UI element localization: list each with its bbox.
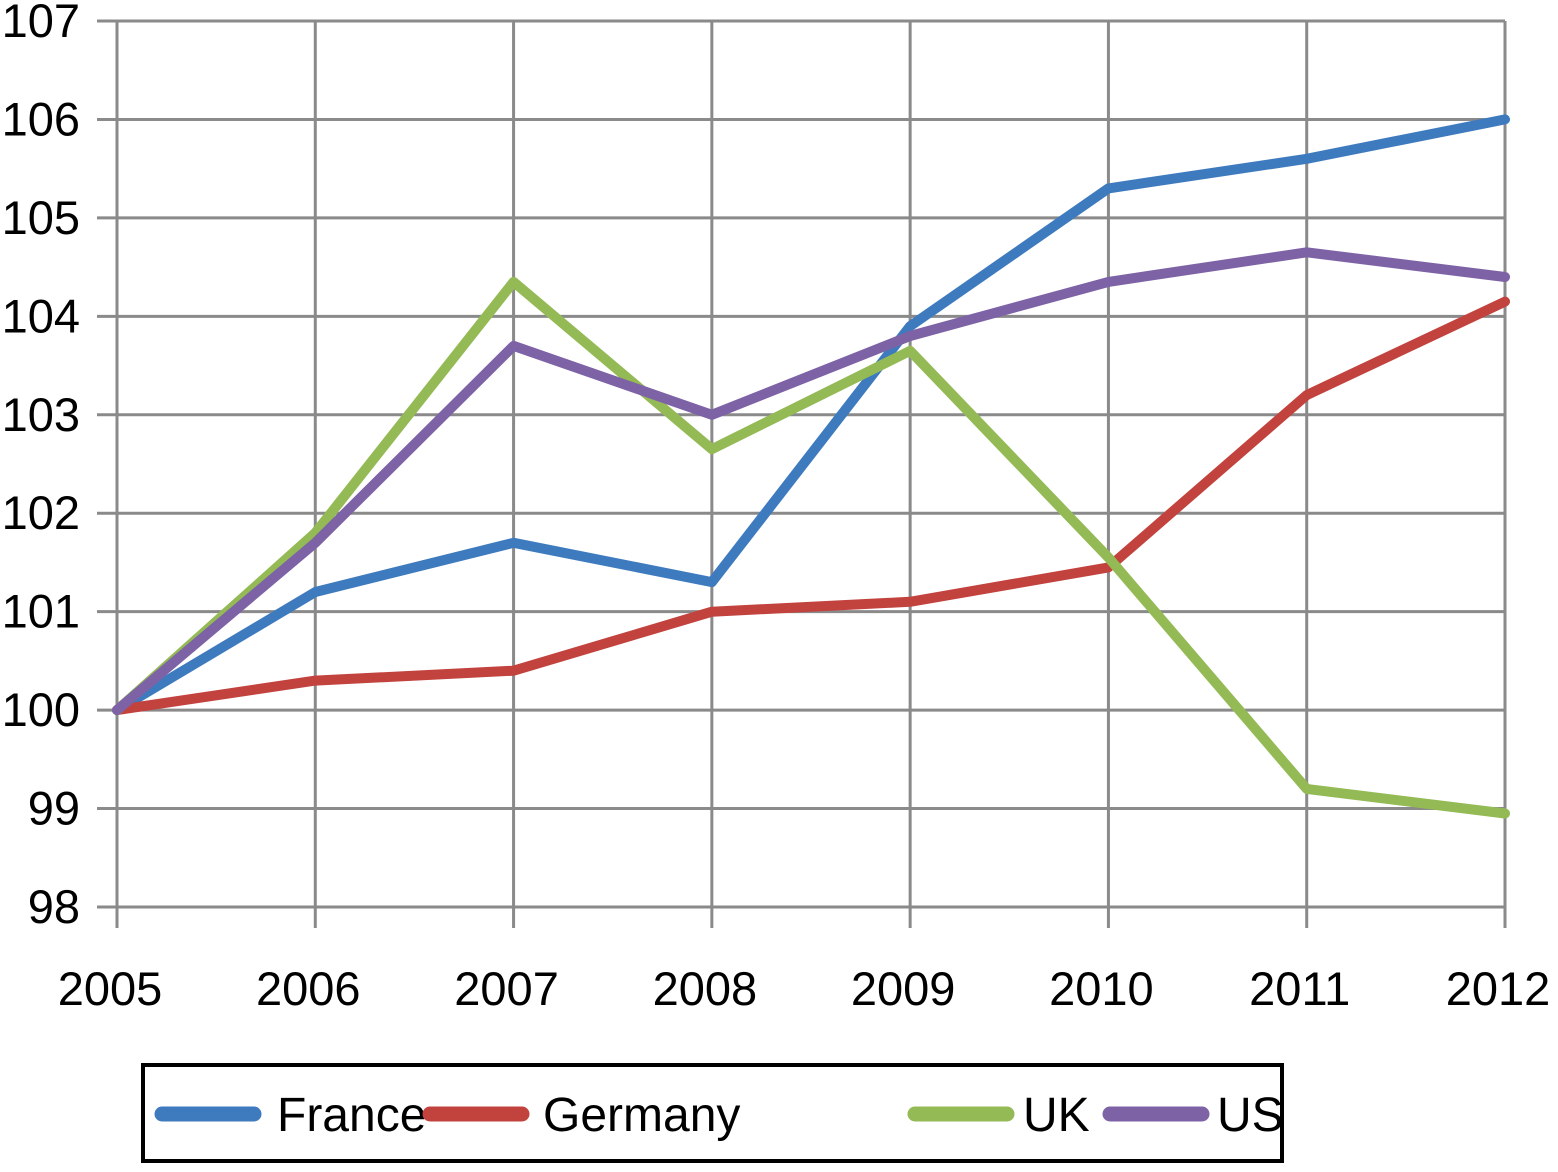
x-axis-tick-label: 2005 — [58, 962, 163, 1015]
y-axis-tick-label: 99 — [28, 782, 80, 835]
y-axis-tick-label: 100 — [2, 683, 80, 736]
legend: France Germany UK US — [141, 1063, 1284, 1163]
series-line-france — [112, 114, 1510, 716]
x-axis-tick-label: 2008 — [653, 962, 758, 1015]
y-axis-tick-label: 103 — [2, 388, 80, 441]
x-axis-tick-label: 2006 — [256, 962, 361, 1015]
series-line-germany — [112, 296, 1510, 716]
gridlines — [97, 19, 1507, 928]
series-line-us — [112, 247, 1510, 716]
y-axis-tick-label: 101 — [2, 585, 80, 638]
y-axis-tick-label: 98 — [28, 880, 80, 933]
x-axis-tick-label: 2012 — [1446, 962, 1551, 1015]
y-axis-tick-label: 107 — [2, 0, 80, 47]
legend-label-france: France — [277, 1089, 426, 1142]
data-series — [112, 114, 1510, 819]
x-axis-tick-label: 2009 — [851, 962, 956, 1015]
series-line-uk — [112, 276, 1510, 819]
y-axis-tick-label: 106 — [2, 92, 80, 145]
legend-box — [141, 1063, 1284, 1163]
y-axis-tick-label: 105 — [2, 191, 80, 244]
y-axis-tick-label: 102 — [2, 486, 80, 539]
x-axis-tick-label: 2011 — [1249, 962, 1350, 1015]
y-axis-tick-label: 104 — [2, 289, 80, 342]
axis-tick-labels: 98 99 100 101 102 103 104 105 106 107 2005 2006 2007… — [2, 0, 1551, 1015]
x-axis-tick-label: 2007 — [454, 962, 559, 1015]
legend-label-uk: UK — [1023, 1089, 1090, 1142]
legend-label-us: US — [1217, 1089, 1284, 1142]
x-axis-tick-label: 2010 — [1049, 962, 1154, 1015]
legend-label-germany: Germany — [543, 1089, 740, 1142]
